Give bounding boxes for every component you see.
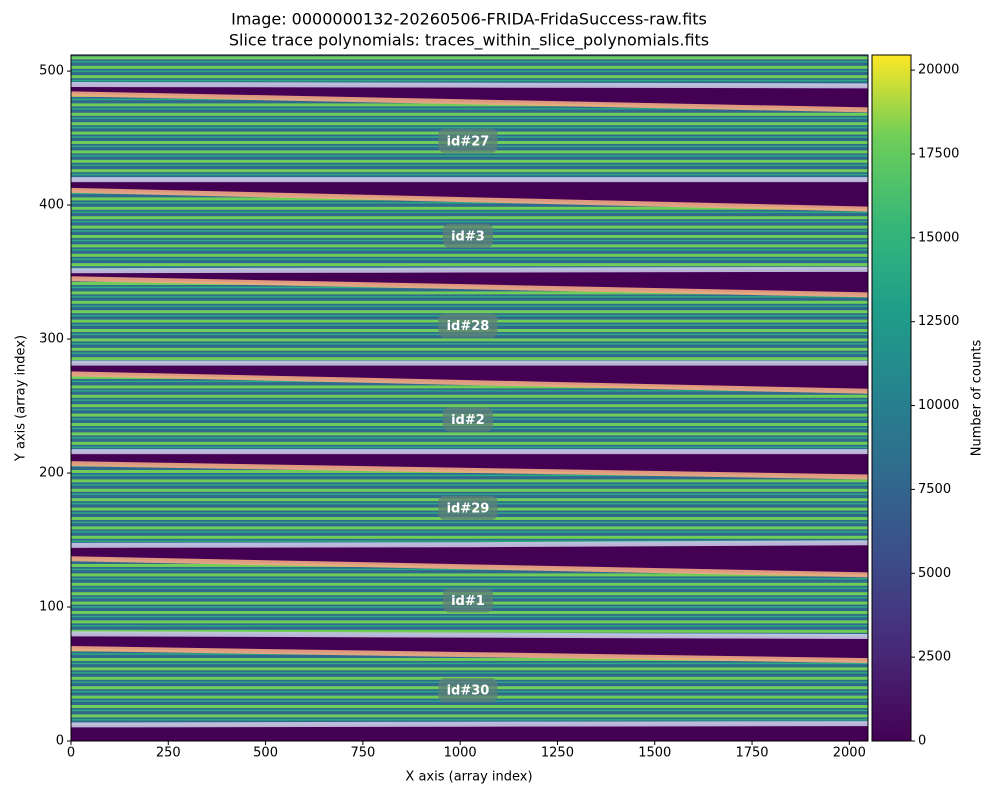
- x-tick-label: 2000: [833, 746, 866, 761]
- annotation-label: id#30: [447, 684, 490, 699]
- trace-line: [71, 266, 868, 274]
- colorbar-tick-label: 12500: [918, 314, 959, 329]
- annotation-box: [438, 313, 498, 338]
- annotation-label: id#27: [447, 134, 490, 149]
- trace-line: [71, 276, 868, 298]
- annotation-label: id#3: [451, 229, 485, 244]
- annotation-label: id#1: [451, 594, 485, 609]
- trace-line: [71, 81, 868, 89]
- colorbar-tick-label: 20000: [918, 63, 959, 78]
- colorbar-tick-label: 2500: [918, 650, 951, 665]
- trace-line: [71, 461, 868, 480]
- annotation-label: id#28: [447, 319, 490, 334]
- annotation-label: id#2: [451, 413, 485, 428]
- x-tick-label: 1750: [735, 746, 768, 761]
- colorbar-tick-label: 0: [918, 734, 926, 749]
- colorbar-tick-label: 17500: [918, 146, 959, 161]
- x-tick-label: 1500: [638, 746, 671, 761]
- chart-title: Image: 0000000132-20260506-FRIDA-FridaSu…: [231, 10, 707, 29]
- trace-layer: [71, 81, 868, 728]
- trace-line: [71, 646, 868, 664]
- annotation-box: [438, 495, 498, 520]
- x-tick-label: 0: [67, 746, 75, 761]
- annotation-label: id#29: [447, 501, 490, 516]
- annotation-box: [442, 223, 493, 248]
- x-tick-label: 500: [253, 746, 278, 761]
- colorbar-tick-label: 10000: [918, 398, 959, 413]
- trace-line: [71, 631, 868, 639]
- y-tick-label: 400: [39, 198, 64, 213]
- annotation-box: [438, 128, 498, 153]
- annotation-box: [442, 407, 493, 432]
- x-tick-label: 1000: [444, 746, 477, 761]
- annotation-box: [438, 678, 498, 703]
- colorbar: [871, 54, 912, 742]
- y-tick-label: 200: [39, 466, 64, 481]
- colorbar-label: Number of counts: [970, 340, 985, 457]
- plot-frame: [70, 54, 869, 742]
- trace-line: [71, 556, 868, 578]
- trace-line: [71, 371, 868, 394]
- x-axis-label: X axis (array index): [405, 770, 532, 785]
- y-tick-label: 300: [39, 332, 64, 347]
- y-tick-label: 0: [56, 734, 64, 749]
- x-tick-label: 250: [156, 746, 181, 761]
- chart-subtitle: Slice trace polynomials: traces_within_s…: [229, 31, 709, 51]
- trace-line: [71, 91, 868, 113]
- y-axis-label: Y axis (array index): [14, 335, 29, 462]
- colorbar-tick-label: 7500: [918, 482, 951, 497]
- annotation-box: [442, 588, 493, 613]
- x-tick-label: 1250: [541, 746, 574, 761]
- x-tick-label: 750: [350, 746, 375, 761]
- trace-line: [71, 721, 868, 728]
- trace-line: [71, 540, 868, 548]
- colorbar-tick-label: 15000: [918, 230, 959, 245]
- fiber-region: [71, 55, 868, 86]
- colorbar-tick-label: 5000: [918, 566, 951, 581]
- trace-line: [71, 187, 868, 212]
- y-tick-label: 500: [39, 64, 64, 79]
- y-tick-label: 100: [39, 600, 64, 615]
- image-layer: [71, 55, 868, 725]
